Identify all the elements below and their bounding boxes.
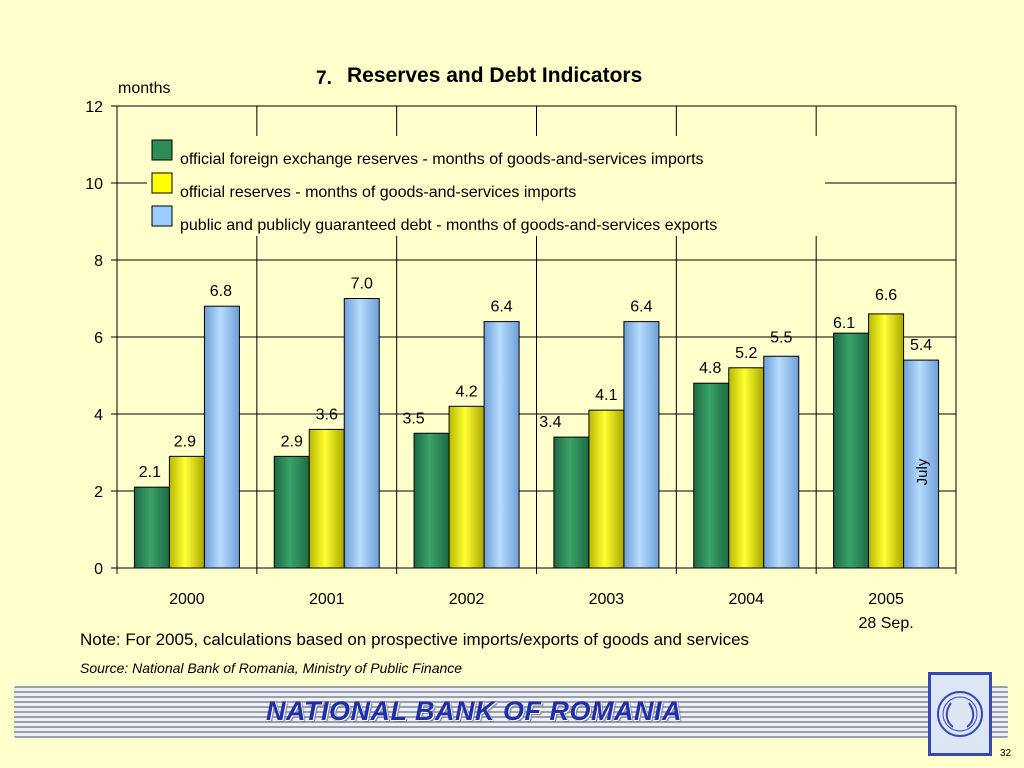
data-label: 5.2 — [735, 345, 757, 362]
x-tick-sublabel: 28 Sep. — [859, 615, 914, 632]
data-label: 2.9 — [174, 433, 196, 450]
data-label: 3.6 — [316, 406, 338, 423]
data-label: 6.6 — [875, 287, 897, 304]
x-tick-label: 2004 — [728, 591, 764, 608]
bar — [168, 455, 205, 569]
bar — [903, 359, 940, 569]
footer-stripes — [14, 686, 1008, 738]
x-tick-label: 2002 — [449, 591, 485, 608]
y-tick-label: 2 — [94, 484, 103, 501]
x-tick-label: 2001 — [309, 591, 345, 608]
bar — [413, 432, 450, 569]
legend-swatch — [151, 172, 173, 194]
bar — [693, 382, 730, 569]
data-label: 3.4 — [539, 414, 561, 431]
data-label: 2.1 — [139, 464, 161, 481]
legend-swatch — [151, 139, 173, 161]
bar — [588, 409, 625, 569]
logo-emblem-icon — [937, 691, 983, 737]
x-tick-label: 2000 — [169, 591, 205, 608]
legend-box — [147, 136, 825, 236]
bar — [343, 298, 380, 569]
data-label: 4.1 — [595, 387, 617, 404]
legend-label: official foreign exchange reserves - mon… — [180, 151, 704, 168]
bar — [763, 355, 800, 569]
bar — [483, 321, 520, 569]
data-label: 3.5 — [402, 410, 424, 427]
chart-title: Reserves and Debt Indicators — [347, 64, 642, 87]
data-label: 5.5 — [770, 329, 792, 346]
bar — [203, 305, 240, 569]
x-tick-label: 2003 — [589, 591, 625, 608]
footer-banner: NATIONAL BANK OF ROMANIA — [14, 686, 1008, 738]
y-tick-label: 6 — [94, 330, 103, 347]
y-tick-label: 4 — [94, 407, 103, 424]
bar — [308, 428, 345, 569]
legend-swatch — [151, 205, 173, 227]
y-axis-label: months — [118, 80, 170, 97]
y-tick-label: 12 — [85, 99, 103, 116]
data-label: 6.4 — [490, 299, 512, 316]
legend-label: public and publicly guaranteed debt - mo… — [180, 217, 717, 234]
data-label: 6.1 — [833, 315, 855, 332]
data-label: 5.4 — [910, 337, 932, 354]
y-tick-label: 10 — [85, 176, 103, 193]
footer-title: NATIONAL BANK OF ROMANIA — [266, 696, 682, 726]
bar — [133, 486, 170, 569]
page-number: 32 — [1000, 748, 1012, 759]
bar — [623, 321, 660, 569]
bar — [868, 313, 905, 569]
data-label: 6.4 — [630, 299, 652, 316]
data-label: 6.8 — [210, 283, 232, 300]
source-note: Source: National Bank of Romania, Minist… — [80, 660, 463, 676]
data-label: 4.8 — [699, 360, 721, 377]
data-label: 2.9 — [281, 433, 303, 450]
legend-label: official reserves - months of goods-and-… — [180, 184, 576, 201]
bars: 2.1 2.9 6.8 2.9 3.6 7.0 3.5 4.2 6.4 3.4 4.1 6.4 4.8 5… — [133, 276, 940, 569]
annotation-label: July — [914, 458, 931, 485]
bar — [728, 367, 765, 569]
x-tick-label: 2005 — [868, 591, 904, 608]
footnote: Note: For 2005, calculations based on pr… — [80, 630, 750, 649]
y-tick-label: 0 — [94, 561, 103, 578]
bar — [833, 332, 870, 569]
bar — [553, 436, 590, 569]
bar — [448, 405, 485, 569]
title-number: 7. — [316, 68, 332, 89]
bank-logo — [928, 672, 992, 756]
data-label: 7.0 — [351, 276, 373, 293]
data-label: 4.2 — [455, 383, 477, 400]
bar — [273, 455, 310, 569]
legend: official foreign exchange reserves - mon… — [147, 136, 825, 236]
y-tick-label: 8 — [94, 253, 103, 270]
